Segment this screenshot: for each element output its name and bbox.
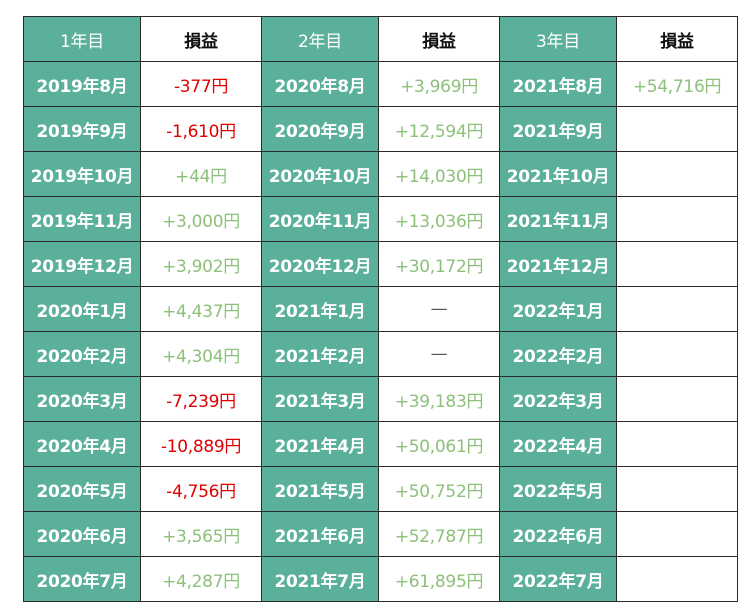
profit-loss-cell: +3,000円 — [140, 196, 262, 242]
table-row: 2020年5月 -4,756円 2021年5月 +50,752円 2022年5月 — [23, 466, 738, 512]
month-cell: 2021年1月 — [261, 286, 379, 332]
month-cell: 2020年8月 — [261, 61, 379, 107]
header-year-3: 3年目 — [499, 16, 617, 62]
profit-loss-cell: -10,889円 — [140, 421, 262, 467]
profit-loss-cell: +54,716円 — [616, 61, 738, 107]
month-cell: 2022年5月 — [499, 466, 617, 512]
profit-loss-table-body: 1年目 損益 2年目 損益 3年目 損益 2019年8月 -377円 2020年8月… — [23, 16, 738, 602]
month-cell: 2020年11月 — [261, 196, 379, 242]
month-cell: 2020年7月 — [23, 556, 141, 602]
month-cell: 2022年3月 — [499, 376, 617, 422]
month-cell: 2021年4月 — [261, 421, 379, 467]
profit-loss-cell: +44円 — [140, 151, 262, 197]
profit-loss-cell — [616, 151, 738, 197]
profit-loss-cell: +4,437円 — [140, 286, 262, 332]
profit-loss-cell: +4,287円 — [140, 556, 262, 602]
profit-loss-cell — [616, 421, 738, 467]
profit-loss-cell: +13,036円 — [378, 196, 500, 242]
month-cell: 2021年12月 — [499, 241, 617, 287]
month-cell: 2021年3月 — [261, 376, 379, 422]
profit-loss-cell — [616, 196, 738, 242]
month-cell: 2021年2月 — [261, 331, 379, 377]
profit-loss-cell — [616, 556, 738, 602]
month-cell: 2021年6月 — [261, 511, 379, 557]
profit-loss-cell: +3,902円 — [140, 241, 262, 287]
month-cell: 2021年10月 — [499, 151, 617, 197]
month-cell: 2020年6月 — [23, 511, 141, 557]
month-cell: 2021年11月 — [499, 196, 617, 242]
profit-loss-cell — [616, 376, 738, 422]
month-cell: 2020年9月 — [261, 106, 379, 152]
profit-loss-cell: -377円 — [140, 61, 262, 107]
profit-loss-cell: +50,061円 — [378, 421, 500, 467]
profit-loss-cell — [616, 106, 738, 152]
profit-loss-cell: +4,304円 — [140, 331, 262, 377]
profit-loss-cell: -1,610円 — [140, 106, 262, 152]
month-cell: 2022年7月 — [499, 556, 617, 602]
month-cell: 2021年9月 — [499, 106, 617, 152]
month-cell: 2020年4月 — [23, 421, 141, 467]
table-row: 2020年6月 +3,565円 2021年6月 +52,787円 2022年6月 — [23, 511, 738, 557]
profit-loss-cell: -4,756円 — [140, 466, 262, 512]
table-row: 2019年12月 +3,902円 2020年12月 +30,172円 2021年12月 — [23, 241, 738, 287]
month-cell: 2019年8月 — [23, 61, 141, 107]
profit-loss-cell: +3,565円 — [140, 511, 262, 557]
month-cell: 2021年8月 — [499, 61, 617, 107]
month-cell: 2022年2月 — [499, 331, 617, 377]
table-row: 2019年8月 -377円 2020年8月 +3,969円 2021年8月 +54,716… — [23, 61, 738, 107]
profit-loss-cell: — — [378, 331, 500, 377]
table-row: 2020年3月 -7,239円 2021年3月 +39,183円 2022年3月 — [23, 376, 738, 422]
header-year-1: 1年目 — [23, 16, 141, 62]
profit-loss-cell: +52,787円 — [378, 511, 500, 557]
month-cell: 2019年12月 — [23, 241, 141, 287]
month-cell: 2020年5月 — [23, 466, 141, 512]
month-cell: 2022年6月 — [499, 511, 617, 557]
profit-loss-cell: — — [378, 286, 500, 332]
month-cell: 2020年1月 — [23, 286, 141, 332]
profit-loss-cell: +14,030円 — [378, 151, 500, 197]
month-cell: 2019年11月 — [23, 196, 141, 242]
table-row: 2020年4月 -10,889円 2021年4月 +50,061円 2022年4月 — [23, 421, 738, 467]
profit-loss-cell — [616, 331, 738, 377]
header-profit-loss-3: 損益 — [616, 16, 738, 62]
month-cell: 2020年12月 — [261, 241, 379, 287]
table-row: 2020年2月 +4,304円 2021年2月 —2022年2月 — [23, 331, 738, 377]
table-row: 2019年11月 +3,000円 2020年11月 +13,036円 2021年11月 — [23, 196, 738, 242]
profit-loss-cell: +30,172円 — [378, 241, 500, 287]
month-cell: 2020年3月 — [23, 376, 141, 422]
table-row: 2019年9月 -1,610円 2020年9月 +12,594円 2021年9月 — [23, 106, 738, 152]
profit-loss-cell — [616, 286, 738, 332]
profit-loss-cell: +61,895円 — [378, 556, 500, 602]
table-row: 2020年7月 +4,287円 2021年7月 +61,895円 2022年7月 — [23, 556, 738, 602]
table-row: 2020年1月 +4,437円 2021年1月 —2022年1月 — [23, 286, 738, 332]
month-cell: 2019年9月 — [23, 106, 141, 152]
header-year-2: 2年目 — [261, 16, 379, 62]
profit-loss-cell — [616, 466, 738, 512]
profit-loss-cell: +3,969円 — [378, 61, 500, 107]
table-header-row: 1年目 損益 2年目 損益 3年目 損益 — [23, 16, 738, 62]
month-cell: 2020年10月 — [261, 151, 379, 197]
table-row: 2019年10月 +44円 2020年10月 +14,030円 2021年10月 — [23, 151, 738, 197]
month-cell: 2021年7月 — [261, 556, 379, 602]
profit-loss-cell — [616, 511, 738, 557]
header-profit-loss-1: 損益 — [140, 16, 262, 62]
profit-loss-cell: +39,183円 — [378, 376, 500, 422]
month-cell: 2022年4月 — [499, 421, 617, 467]
month-cell: 2019年10月 — [23, 151, 141, 197]
month-cell: 2022年1月 — [499, 286, 617, 332]
month-cell: 2021年5月 — [261, 466, 379, 512]
month-cell: 2020年2月 — [23, 331, 141, 377]
profit-loss-cell — [616, 241, 738, 287]
header-profit-loss-2: 損益 — [378, 16, 500, 62]
profit-loss-table: 1年目 損益 2年目 損益 3年目 損益 2019年8月 -377円 2020年8月… — [23, 16, 738, 602]
profit-loss-cell: +12,594円 — [378, 106, 500, 152]
profit-loss-cell: +50,752円 — [378, 466, 500, 512]
profit-loss-cell: -7,239円 — [140, 376, 262, 422]
